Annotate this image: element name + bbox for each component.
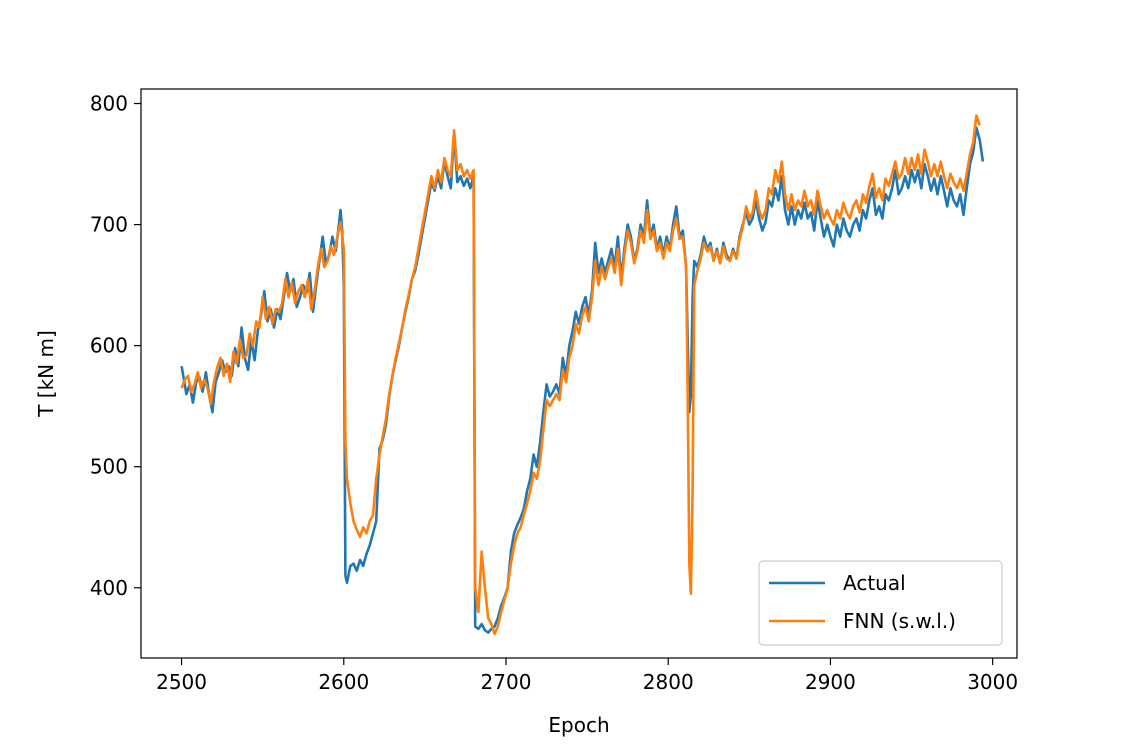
x-tick-label: 2500	[156, 670, 207, 694]
legend-label-fnn: FNN (s.w.l.)	[843, 609, 956, 633]
y-tick-label: 400	[90, 576, 128, 600]
legend-label-actual: Actual	[843, 571, 906, 595]
series-line-1	[180, 114, 981, 636]
x-tick-label: 2600	[318, 670, 369, 694]
x-tick-label: 2700	[481, 670, 532, 694]
y-tick-label: 600	[90, 334, 128, 358]
x-tick-label: 3000	[967, 670, 1018, 694]
x-tick-label: 2800	[643, 670, 694, 694]
legend: Actual FNN (s.w.l.)	[758, 560, 1003, 646]
plot-frame	[140, 88, 1018, 659]
series-layer	[180, 114, 985, 636]
y-axis-label: T [kN m]	[34, 330, 58, 418]
x-axis: 2500 2600 2700 2800 2900 3000	[156, 658, 1018, 694]
y-tick-label: 700	[90, 213, 128, 237]
y-tick-label: 500	[90, 455, 128, 479]
x-axis-label: Epoch	[548, 713, 609, 737]
x-tick-label: 2900	[805, 670, 856, 694]
y-tick-label: 800	[90, 92, 128, 116]
y-axis: 400 500 600 700 800	[90, 92, 141, 600]
